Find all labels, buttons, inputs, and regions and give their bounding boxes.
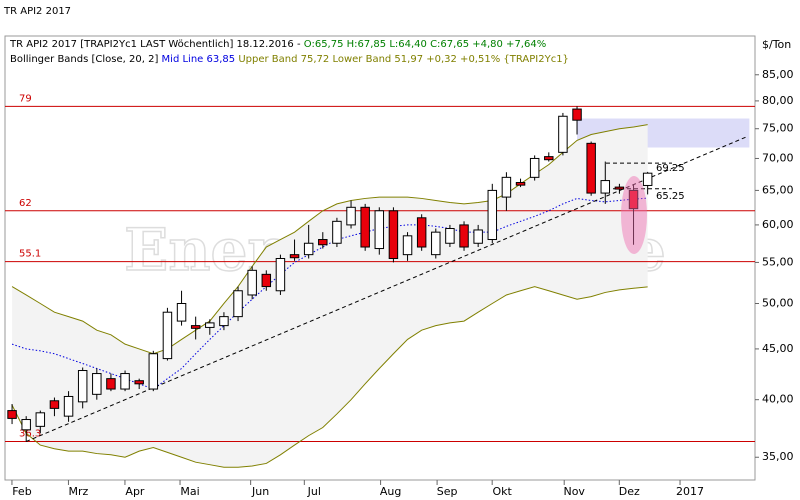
y-tick-label: 85,00 bbox=[762, 68, 794, 81]
y-tick-label: 60,00 bbox=[762, 218, 794, 231]
dashed-level-label: 65.25 bbox=[656, 191, 685, 202]
legend-indicator: Bollinger Bands [Close, 20, 2] bbox=[10, 54, 158, 65]
y-tick-label: 50,00 bbox=[762, 296, 794, 309]
band-line bbox=[11, 286, 648, 468]
x-tick-label: Feb bbox=[12, 485, 31, 498]
dashed-level-label: 69.25 bbox=[656, 163, 685, 174]
candle-body bbox=[416, 217, 427, 248]
legend-line-2: Bollinger Bands [Close, 20, 2] Mid Line … bbox=[10, 54, 569, 65]
candle-body bbox=[92, 373, 102, 395]
candle-body bbox=[303, 242, 314, 256]
x-tick-label: Aug bbox=[380, 485, 401, 498]
candle-body bbox=[600, 180, 611, 194]
candle-body bbox=[487, 189, 498, 241]
candle-body bbox=[445, 228, 455, 244]
candle-body bbox=[572, 108, 582, 121]
legend-name: TR API2 2017 [TRAPI2Yc1 LAST Wöchentlich… bbox=[9, 39, 301, 50]
candle-body bbox=[190, 325, 201, 329]
y-axis-label: $/Ton bbox=[762, 38, 791, 51]
candle-body bbox=[21, 419, 31, 431]
x-tick-label: Mrz bbox=[69, 485, 89, 498]
x-tick-label: Mai bbox=[180, 485, 199, 498]
x-tick-label: Sep bbox=[437, 485, 458, 498]
candle-body bbox=[35, 412, 46, 427]
y-tick-label: 80,00 bbox=[762, 94, 794, 107]
highlight-ellipse bbox=[621, 176, 647, 254]
candle-body bbox=[233, 290, 243, 318]
candle-body bbox=[388, 210, 399, 260]
x-tick-label: Okt bbox=[493, 485, 513, 498]
candle-body bbox=[134, 380, 144, 385]
candle-body bbox=[106, 378, 116, 390]
window-title: TR API2 2017 bbox=[3, 6, 71, 17]
x-tick-label: 2017 bbox=[676, 485, 704, 498]
y-tick-label: 70,00 bbox=[762, 151, 794, 164]
candle-body bbox=[431, 231, 441, 256]
candle-body bbox=[473, 229, 483, 244]
candle-body bbox=[402, 235, 413, 256]
candle-body bbox=[289, 254, 300, 259]
candle-body bbox=[162, 311, 173, 360]
candle-body bbox=[346, 206, 356, 226]
y-tick-label: 45,00 bbox=[762, 342, 794, 355]
y-tick-label: 55,00 bbox=[762, 255, 794, 268]
band-line bbox=[11, 124, 648, 355]
candle-body bbox=[219, 316, 229, 327]
level-label: 36.3 bbox=[19, 429, 41, 440]
y-tick-label: 75,00 bbox=[762, 122, 794, 135]
candle-body bbox=[275, 258, 286, 292]
candle-body bbox=[49, 400, 60, 409]
candle-body bbox=[205, 322, 215, 328]
candle-body bbox=[614, 186, 625, 190]
candle-body bbox=[501, 176, 512, 198]
candle-body bbox=[628, 189, 639, 210]
x-tick-label: Jul bbox=[307, 485, 321, 498]
candle-body bbox=[642, 172, 653, 186]
candle-body bbox=[332, 220, 342, 244]
candle-body bbox=[515, 182, 526, 186]
legend-bands: Upper Band 75,72 Lower Band 51,97 +0,32 … bbox=[238, 54, 569, 65]
legend-line-1: TR API2 2017 [TRAPI2Yc1 LAST Wöchentlich… bbox=[9, 39, 546, 50]
candle-body bbox=[77, 370, 88, 403]
level-label: 79 bbox=[19, 93, 32, 104]
candle-body bbox=[261, 273, 272, 288]
trend-line bbox=[25, 136, 747, 442]
candle-body bbox=[63, 395, 74, 417]
x-tick-label: Jun bbox=[251, 485, 269, 498]
y-tick-label: 40,00 bbox=[762, 393, 794, 406]
candle-body bbox=[586, 142, 596, 194]
y-tick-label: 35,00 bbox=[762, 450, 794, 463]
candle-body bbox=[459, 224, 469, 248]
candle-body bbox=[148, 353, 159, 390]
candle-body bbox=[529, 157, 540, 178]
candle-body bbox=[120, 373, 130, 390]
candle-body bbox=[247, 269, 257, 296]
x-tick-label: Nov bbox=[563, 485, 585, 498]
candle-body bbox=[360, 206, 370, 248]
legend-mid: Mid Line 63,85 bbox=[162, 54, 236, 65]
legend-stats: O:65,75 H:67,85 L:64,40 C:67,65 +4,80 +7… bbox=[304, 39, 546, 50]
candle-body bbox=[7, 410, 17, 419]
candle-body bbox=[176, 302, 187, 322]
x-tick-label: Dez bbox=[619, 485, 640, 498]
candle-body bbox=[544, 156, 554, 161]
level-label: 62 bbox=[19, 198, 32, 209]
x-tick-label: Apr bbox=[125, 485, 145, 498]
y-tick-label: 65,00 bbox=[762, 183, 794, 196]
candle-body bbox=[318, 239, 328, 246]
candle-body bbox=[374, 210, 385, 250]
level-label: 55.1 bbox=[19, 249, 41, 260]
band-line bbox=[11, 197, 648, 390]
candle-body bbox=[558, 115, 568, 153]
